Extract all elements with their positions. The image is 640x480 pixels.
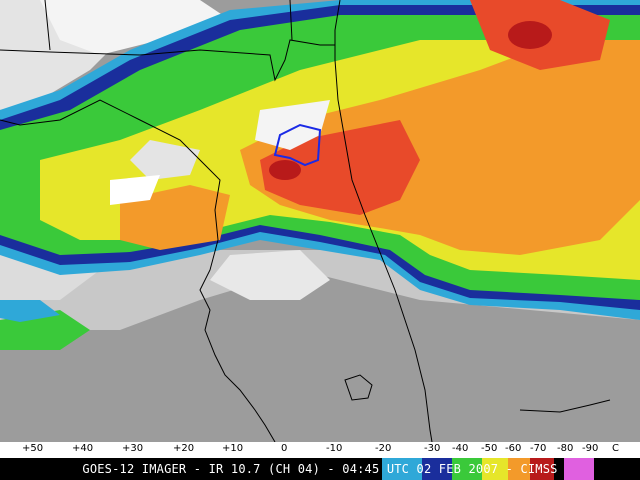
scale-tick-label: -50 [481,443,498,454]
scale-tick-label: +20 [173,443,195,454]
scale-tick-label: -30 [424,443,441,454]
scale-unit-label: C [612,443,619,454]
scale-tick-label: 0 [281,443,288,454]
county-outline [273,123,322,167]
scale-tick-label: +50 [22,443,44,454]
scale-tick-label: -10 [326,443,343,454]
scale-tick-label: +40 [72,443,94,454]
scale-tick-label: -40 [452,443,469,454]
scale-tick-label: -60 [505,443,522,454]
temperature-scale: +50 +40 +30 +20 +10 0 -10 -20 -30 -40 -5… [0,442,640,458]
scale-tick-label: -80 [557,443,574,454]
image-caption: GOES-12 IMAGER - IR 10.7 (CH 04) - 04:45… [82,462,558,476]
scale-tick-label: -20 [375,443,392,454]
image-caption-bar: GOES-12 IMAGER - IR 10.7 (CH 04) - 04:45… [0,458,640,480]
scale-tick-label: +30 [122,443,144,454]
coastline-overlay [0,0,611,443]
coldest-top-core [269,160,301,180]
scale-tick-label: +10 [222,443,244,454]
scale-tick-label: -90 [582,443,599,454]
scale-tick-label: -70 [530,443,547,454]
satellite-ir-image [0,0,640,443]
